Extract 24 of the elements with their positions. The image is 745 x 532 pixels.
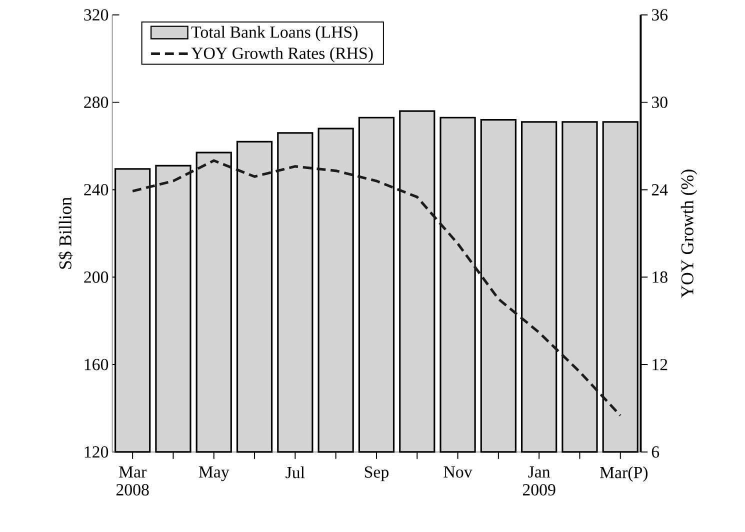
legend-label: YOY Growth Rates (RHS)	[191, 46, 373, 62]
legend-label: Total Bank Loans (LHS)	[191, 26, 358, 42]
y-tick-label: 120	[84, 446, 108, 458]
y2-tick-label: 36	[652, 9, 668, 20]
y2-tick-label: 6	[652, 446, 660, 458]
y2-axis-title: YOY Growth (%)	[680, 169, 698, 298]
y-tick-label: 240	[84, 184, 108, 196]
y-tick-label: 200	[84, 271, 108, 283]
x-tick-label: May	[198, 466, 230, 481]
x-tick-label: Mar 2008	[116, 466, 149, 496]
y-tick-label: 160	[84, 358, 108, 370]
x-tick-label: Mar(P)	[600, 466, 648, 482]
x-tick-label: Jul	[286, 466, 305, 478]
y2-tick-label: 24	[652, 184, 668, 196]
y-tick-label: 320	[84, 8, 108, 20]
y2-tick-label: 12	[652, 358, 668, 370]
y-axis-title: S$ Billion	[58, 196, 73, 269]
x-tick-label: Jan 2009	[522, 466, 556, 496]
y2-tick-label: 30	[652, 96, 668, 108]
x-tick-label: Sep	[364, 466, 388, 481]
x-tick-label: Nov	[444, 466, 472, 478]
line-series	[131, 159, 622, 417]
y-tick-label: 280	[84, 96, 108, 108]
y2-tick-label: 18	[652, 271, 668, 283]
